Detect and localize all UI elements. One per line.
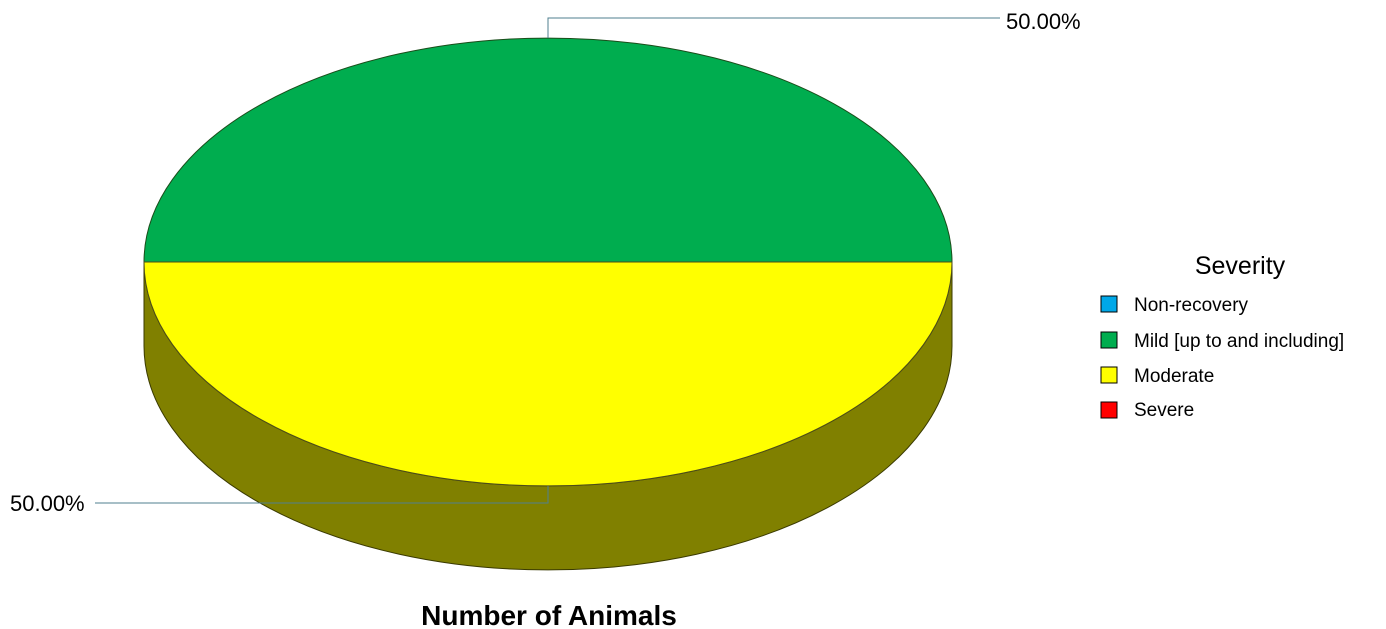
legend-swatch-non-recovery [1100, 295, 1118, 313]
data-label-mild: 50.00% [1006, 9, 1081, 34]
legend-label-mild: Mild [up to and including] [1134, 331, 1344, 352]
legend-label-severe: Severe [1134, 400, 1194, 421]
data-label-moderate: 50.00% [10, 491, 85, 516]
legend-swatch-mild [1100, 331, 1118, 349]
legend: Severity Non-recovery Mild [up to and in… [1100, 252, 1344, 421]
legend-label-non-recovery: Non-recovery [1134, 295, 1249, 316]
slice-moderate [143, 261, 953, 487]
legend-swatch-severe [1100, 401, 1118, 419]
legend-swatch-moderate [1100, 366, 1118, 384]
leader-line-moderate [95, 486, 549, 504]
legend-title: Severity [1195, 252, 1286, 280]
leader-line-mild [547, 17, 1000, 38]
legend-label-moderate: Moderate [1134, 366, 1214, 387]
chart-caption: Number of Animals [421, 600, 677, 629]
slice-mild [143, 37, 953, 263]
